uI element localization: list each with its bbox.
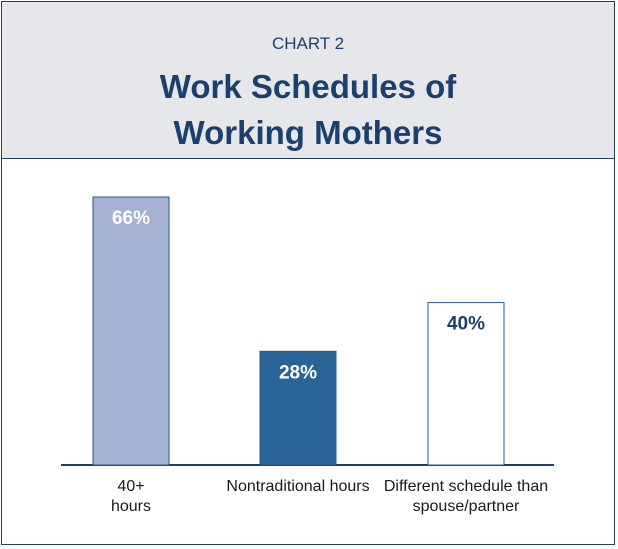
x-tick-label: Different schedule than spouse/partner [383,478,549,515]
bar [427,302,505,466]
value-label: 28% [279,362,317,383]
plot: 66% 28% 40% [61,196,554,466]
x-tick-label: Nontraditional hours [226,478,370,495]
value-label: 66% [112,208,150,229]
x-tick-label: 40+ hours [110,478,152,515]
header: CHART 2 Work Schedules of Working Mother… [2,2,614,159]
chart-title: Work Schedules of Working Mothers [159,68,457,151]
bar [92,196,170,466]
chart-kicker: CHART 2 [271,34,345,53]
bar [259,350,337,466]
value-label: 40% [447,314,485,335]
